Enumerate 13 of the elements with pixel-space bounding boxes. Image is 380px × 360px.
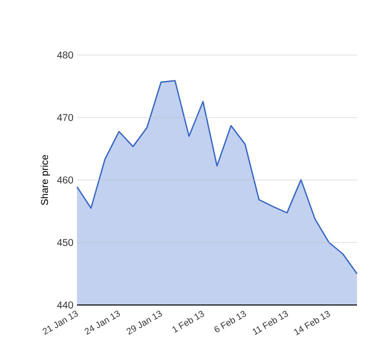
y-axis-title: Share price (40, 154, 50, 206)
x-tick-label: 1 Feb 13 (172, 310, 204, 333)
y-tick-label: 450 (57, 238, 74, 246)
y-tick-label: 460 (57, 176, 74, 184)
y-tick-label: 440 (57, 301, 74, 309)
x-tick-label: 6 Feb 13 (214, 310, 246, 332)
x-tick-label: 21 Jan 13 (42, 310, 78, 335)
x-tick-label: 24 Jan 13 (84, 310, 120, 335)
x-tick-label: 11 Feb 13 (252, 310, 288, 335)
x-tick-label: 14 Feb 13 (294, 310, 330, 336)
y-tick-label: 470 (57, 114, 74, 122)
y-tick-label: 480 (57, 51, 74, 59)
x-tick-label: 29 Jan 13 (126, 310, 162, 335)
